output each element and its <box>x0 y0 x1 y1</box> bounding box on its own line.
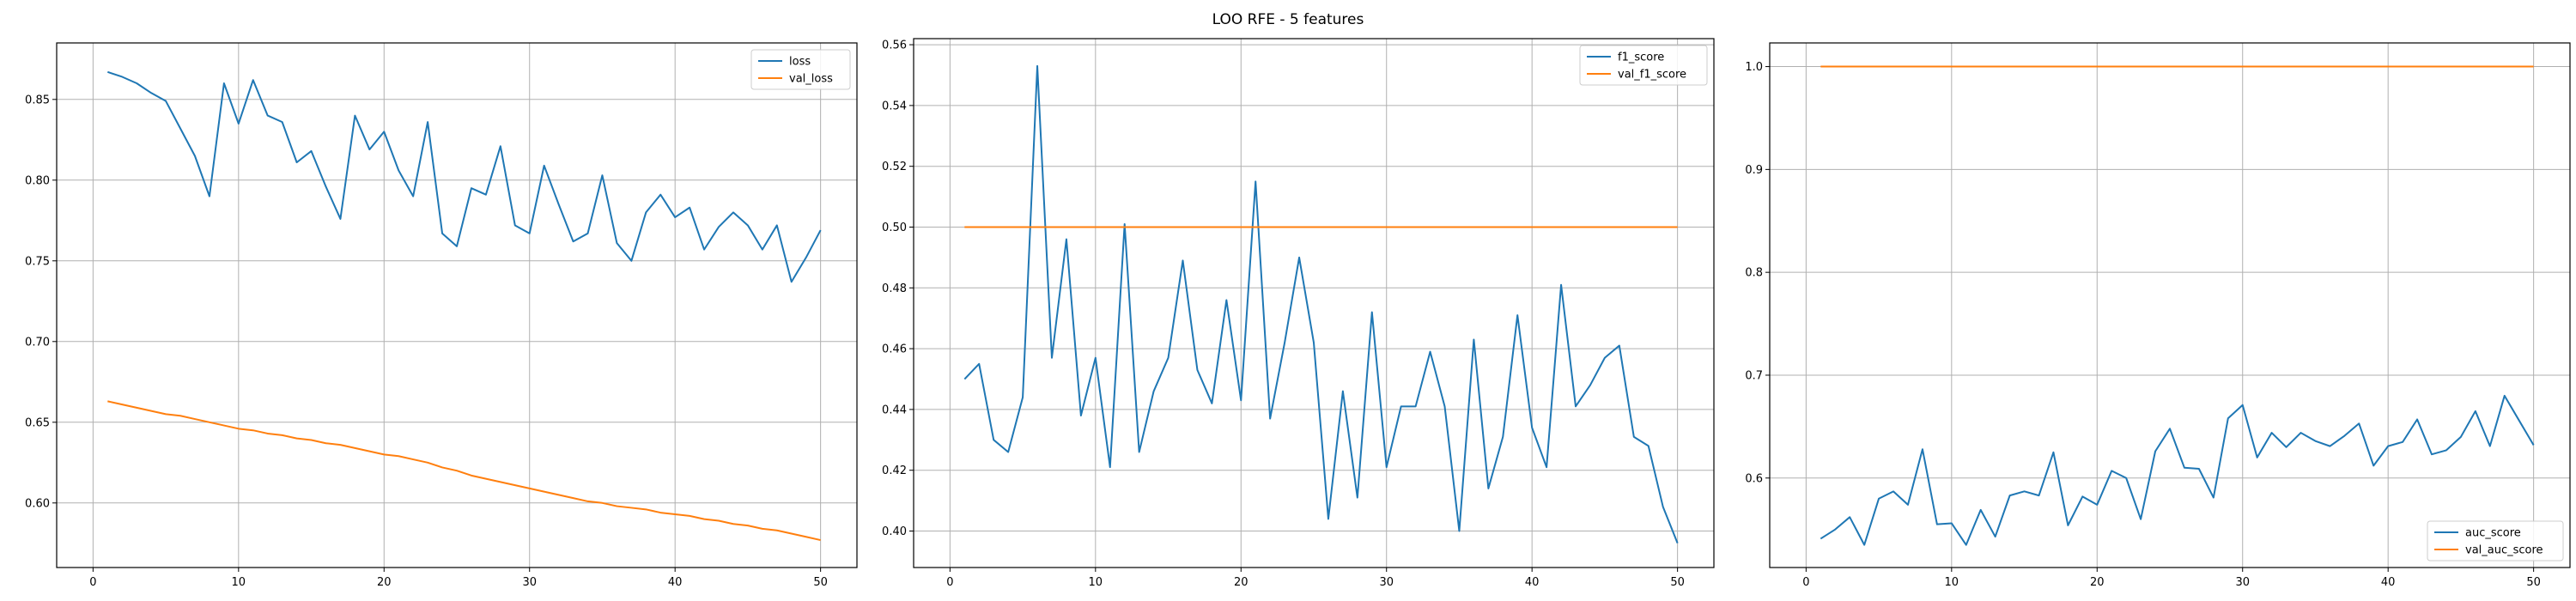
x-tick-label: 50 <box>2526 576 2541 589</box>
series-line-loss <box>106 70 822 283</box>
x-tick-label: 30 <box>2235 576 2250 589</box>
y-tick-label: 0.8 <box>1745 267 1763 280</box>
x-tick-label: 0 <box>89 576 96 589</box>
x-tick-label: 20 <box>2090 576 2105 589</box>
x-tick-label: 30 <box>522 576 537 589</box>
series-line-auc_score <box>1820 394 2535 546</box>
legend: loss val_loss <box>750 49 851 90</box>
legend-box <box>750 49 851 90</box>
x-tick-label: 40 <box>668 576 683 589</box>
legend-label-val_loss: val_loss <box>789 73 833 86</box>
legend-label-f1_score: f1_score <box>1618 52 1664 64</box>
axes-frame <box>56 42 858 568</box>
series-line-f1_score <box>963 64 1679 544</box>
y-tick-label: 1.0 <box>1745 61 1763 74</box>
y-tick-label: 0.54 <box>882 100 907 112</box>
y-tick-label: 0.42 <box>882 464 907 477</box>
x-tick-label: 0 <box>1802 576 1809 589</box>
y-tick-label: 0.9 <box>1745 164 1763 177</box>
subplot-2: 0 10 20 30 40 50 0.40 0.42 0.44 0.46 0.48 0.50 0.52 0… <box>882 38 1715 589</box>
y-tick-label: 0.7 <box>1745 369 1763 382</box>
y-tick-label: 0.75 <box>25 255 50 268</box>
legend-label-val_auc_score: val_auc_score <box>2465 544 2543 557</box>
y-tick-label: 0.56 <box>882 39 907 52</box>
y-tick-label: 0.46 <box>882 343 907 356</box>
legend-box <box>1579 45 1708 86</box>
x-tick-label: 50 <box>1670 576 1685 589</box>
x-tick-label: 10 <box>1089 576 1103 589</box>
y-tick-label: 0.70 <box>25 336 50 349</box>
legend-label-auc_score: auc_score <box>2465 527 2521 540</box>
x-tick-label: 20 <box>1234 576 1249 589</box>
x-tick-label: 10 <box>1945 576 1959 589</box>
legend-label-loss: loss <box>789 56 811 69</box>
y-tick-label: 0.6 <box>1745 472 1763 485</box>
x-tick-label: 0 <box>946 576 953 589</box>
y-tick-label: 0.80 <box>25 174 50 187</box>
y-tick-label: 0.65 <box>25 416 50 429</box>
y-tick-label: 0.85 <box>25 94 50 106</box>
legend: f1_score val_f1_score <box>1579 45 1708 86</box>
x-tick-label: 10 <box>232 576 246 589</box>
legend-box <box>2427 520 2564 562</box>
x-tick-label: 40 <box>2381 576 2396 589</box>
y-tick-label: 0.40 <box>882 525 907 538</box>
legend: auc_score val_auc_score <box>2427 520 2564 562</box>
y-tick-label: 0.52 <box>882 161 907 173</box>
axes-frame <box>913 38 1715 568</box>
x-tick-label: 30 <box>1379 576 1394 589</box>
axes-frame <box>1769 42 2571 568</box>
x-tick-label: 50 <box>813 576 828 589</box>
y-tick-label: 0.60 <box>25 497 50 510</box>
subplot-1: 0 10 20 30 40 50 0.60 0.65 0.70 0.75 0.80 0.85 loss v… <box>25 42 858 589</box>
series-line-val_loss <box>107 400 821 542</box>
subplots: 0 10 20 30 40 500.600.650.700.750.800.85lossv… <box>25 38 2571 589</box>
y-tick-label: 0.50 <box>882 222 907 234</box>
subplot-3: 0 10 20 30 40 50 0.6 0.7 0.8 0.9 1.0 auc_score val_a… <box>1745 42 2571 589</box>
y-tick-label: 0.44 <box>882 404 907 416</box>
x-tick-label: 20 <box>377 576 392 589</box>
x-tick-label: 40 <box>1525 576 1540 589</box>
legend-label-val_f1_score: val_f1_score <box>1618 69 1686 82</box>
figure-title: LOO RFE - 5 features <box>1212 11 1364 28</box>
y-tick-label: 0.48 <box>882 282 907 295</box>
